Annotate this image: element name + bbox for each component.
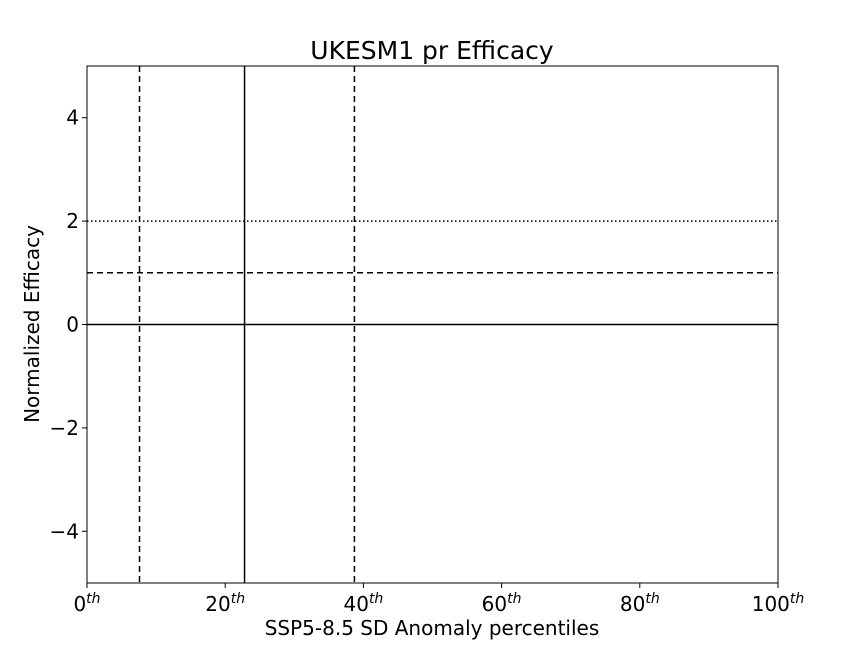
- y-tick-label: 2: [66, 209, 79, 233]
- y-axis-label: Normalized Efficacy: [20, 225, 44, 423]
- x-tick-label: 60th: [482, 591, 522, 616]
- y-tick-label: 0: [66, 313, 79, 337]
- x-tick-label: 80th: [620, 591, 660, 616]
- x-tick-label: 40th: [343, 591, 383, 616]
- y-tick-label: −4: [50, 519, 79, 543]
- x-axis-label: SSP5-8.5 SD Anomaly percentiles: [265, 616, 600, 640]
- y-tick-label: 4: [66, 106, 79, 130]
- x-axis: 0th 20th 40th 60th 80th 100th: [73, 583, 804, 616]
- y-tick-label: −2: [50, 416, 79, 440]
- x-tick-label: 20th: [205, 591, 245, 616]
- y-axis: −4 −2 0 2 4: [50, 106, 87, 543]
- x-tick-label: 100th: [752, 591, 805, 616]
- x-tick-label: 0th: [73, 591, 100, 616]
- chart-title: UKESM1 pr Efficacy: [310, 36, 554, 65]
- reference-lines: [87, 66, 778, 583]
